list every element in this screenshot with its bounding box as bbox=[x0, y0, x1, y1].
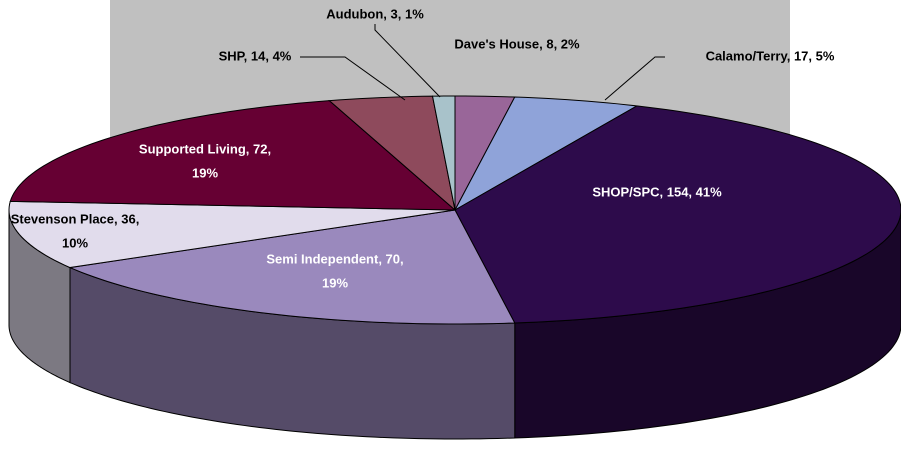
pie-slice bbox=[431, 95, 456, 211]
data-label: SHOP/SPC, 154, 41% bbox=[592, 184, 722, 199]
pie-slice bbox=[9, 100, 457, 211]
pie-slice bbox=[328, 95, 456, 212]
data-label: Semi Independent, 70, bbox=[266, 251, 403, 266]
data-label: Supported Living, 72, bbox=[139, 141, 271, 156]
leader-line bbox=[300, 56, 406, 101]
data-label: 19% bbox=[322, 275, 348, 290]
data-label: Audubon, 3, 1% bbox=[326, 6, 424, 21]
leader-line bbox=[374, 24, 441, 98]
pie-slice bbox=[68, 209, 516, 325]
data-label: 10% bbox=[62, 235, 88, 250]
data-label: 19% bbox=[192, 165, 218, 180]
pie-slice bbox=[453, 96, 639, 212]
data-label: Calamo/Terry, 17, 5% bbox=[706, 48, 835, 63]
pie-slice bbox=[454, 105, 901, 324]
pie-slice bbox=[8, 200, 456, 269]
data-label: Dave's House, 8, 2% bbox=[454, 36, 580, 51]
leader-line bbox=[604, 56, 665, 101]
data-label: SHP, 14, 4% bbox=[219, 48, 292, 63]
data-label: Stevenson Place, 36, bbox=[11, 211, 140, 226]
